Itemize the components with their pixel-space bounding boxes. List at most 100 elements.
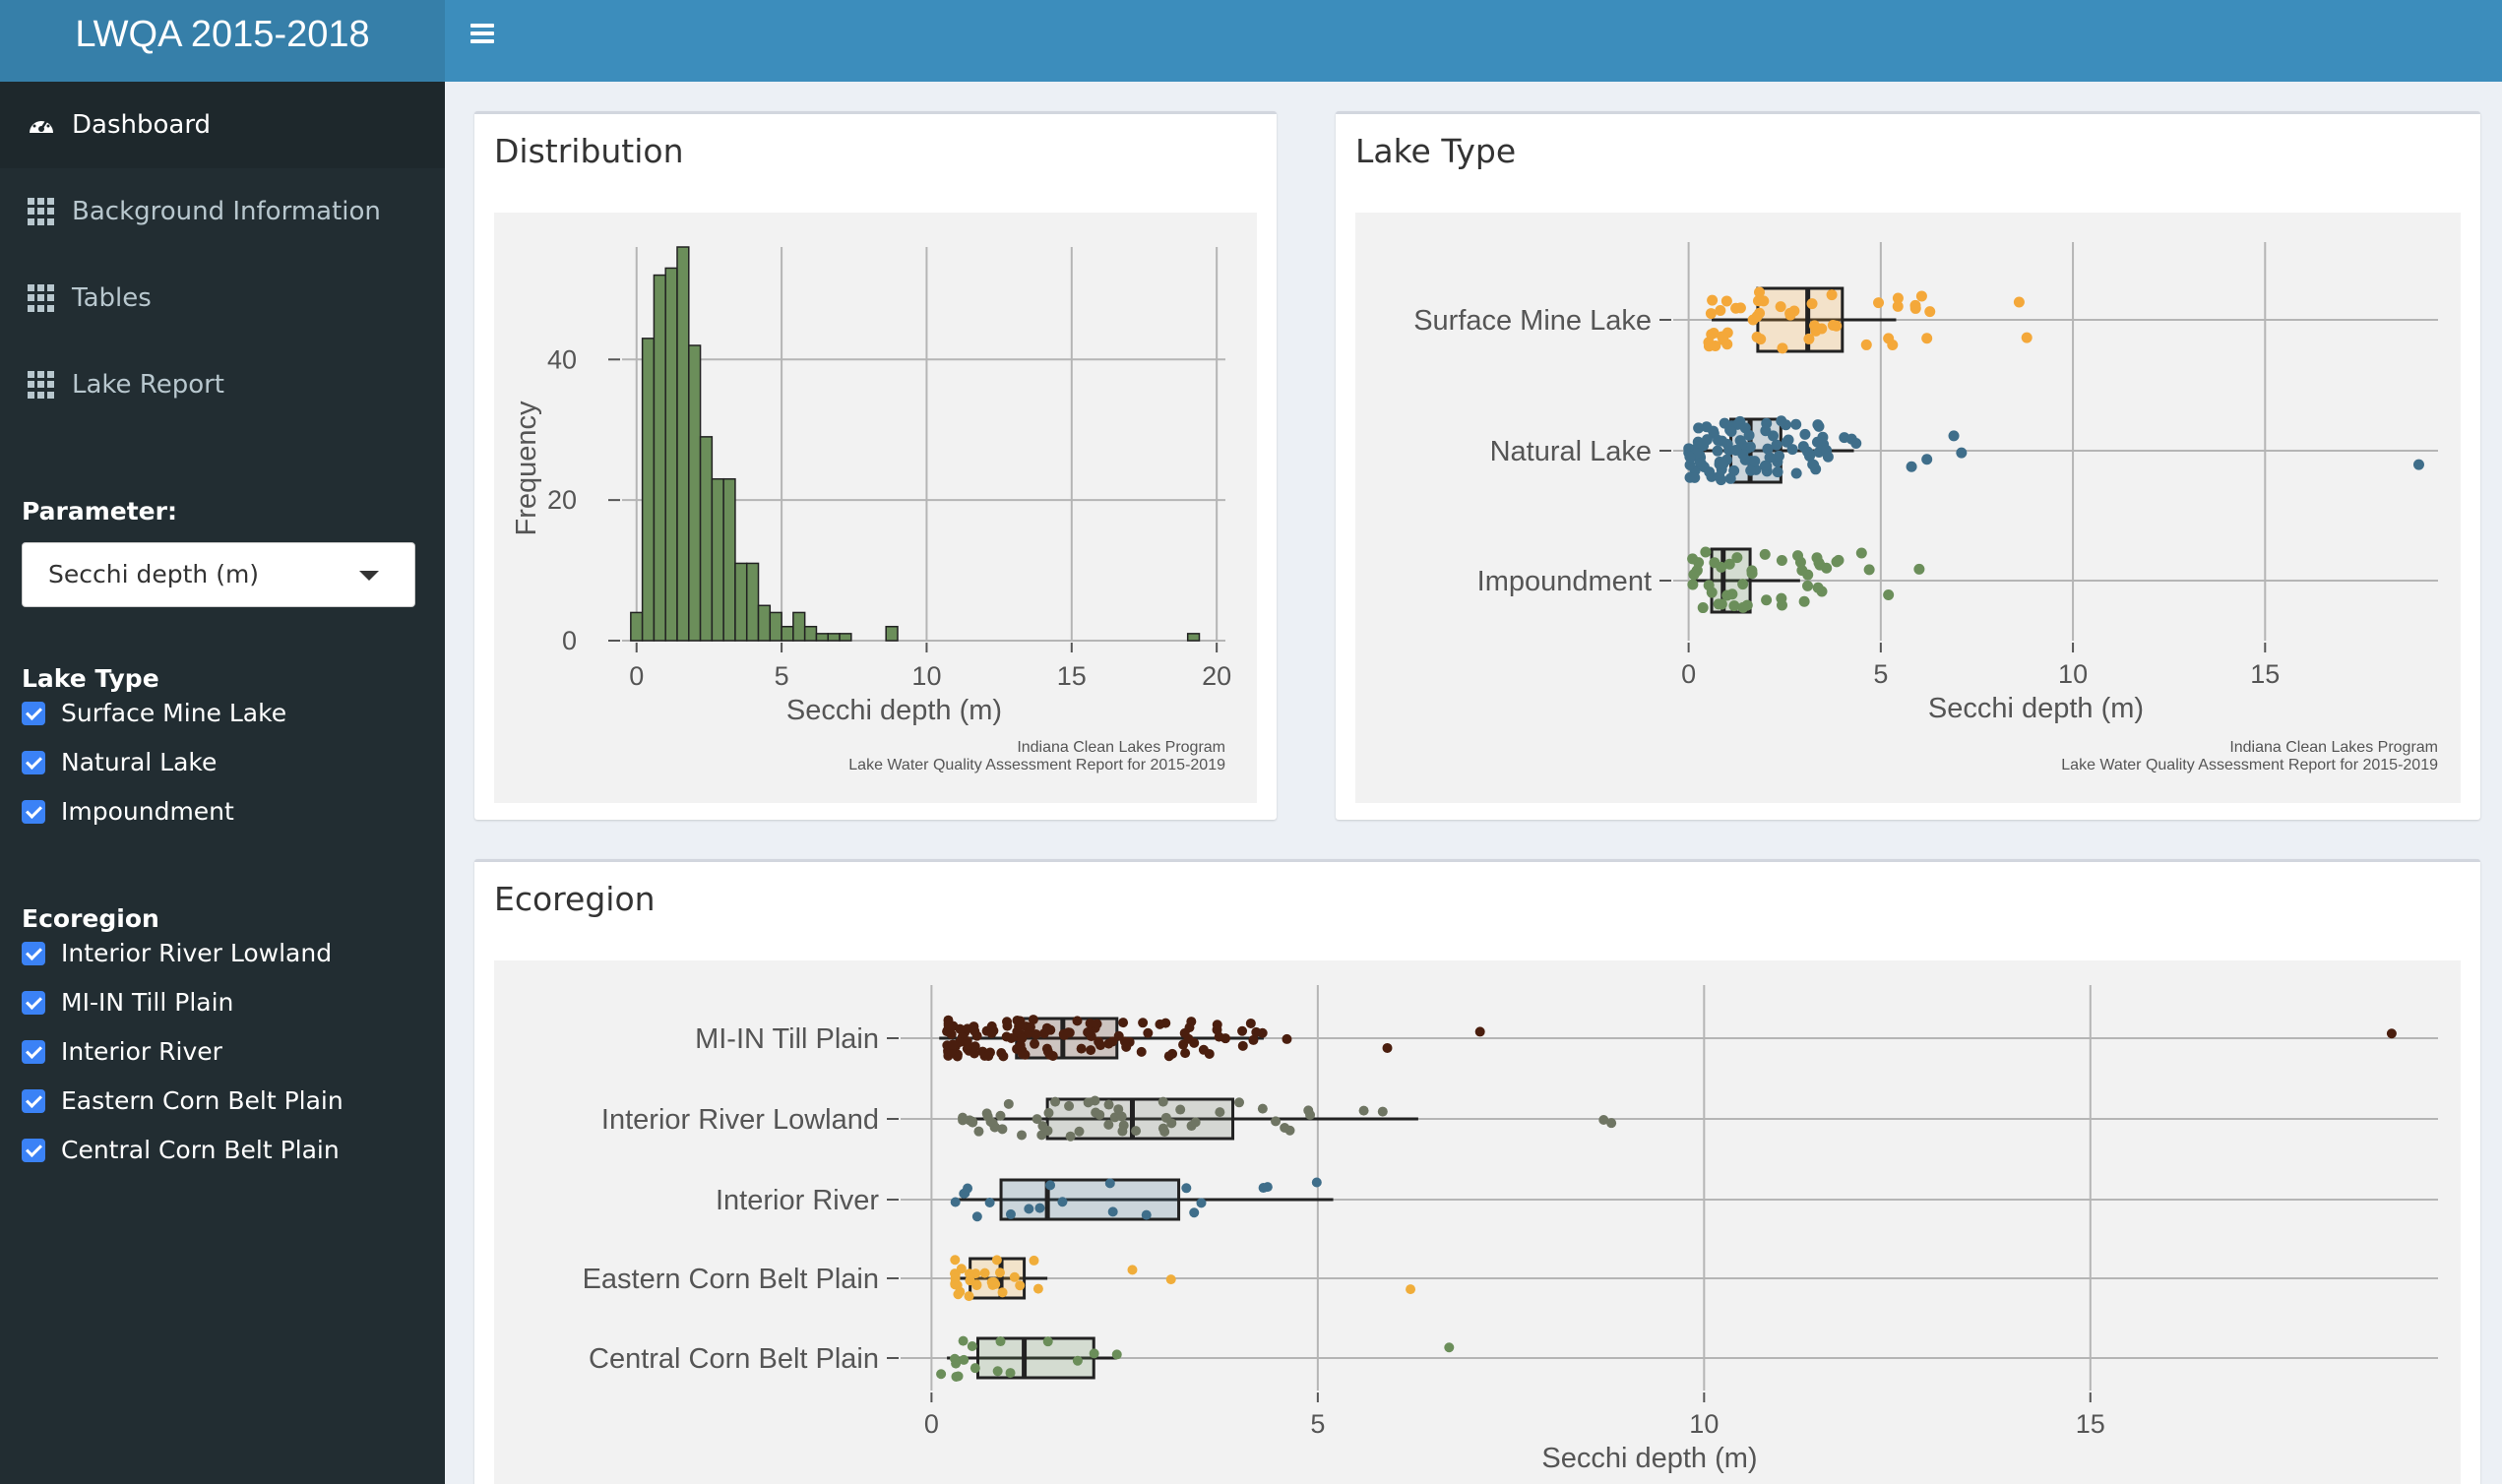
- data-point: [1831, 556, 1843, 568]
- data-point: [1031, 1028, 1041, 1039]
- data-point: [1074, 1126, 1085, 1137]
- data-point: [1258, 1183, 1269, 1194]
- x-tick-label: 5: [775, 661, 789, 691]
- data-point: [1057, 1197, 1068, 1207]
- y-tick-label: 0: [562, 626, 577, 655]
- data-point: [1214, 1031, 1224, 1042]
- data-point: [1072, 1355, 1083, 1366]
- data-point: [969, 1048, 979, 1059]
- checkbox-label: Central Corn Belt Plain: [61, 1136, 340, 1164]
- data-point: [970, 1363, 980, 1374]
- data-point: [1728, 464, 1740, 476]
- histogram-bar: [641, 338, 656, 642]
- checkbox-interior-river-lowland[interactable]: Interior River Lowland: [22, 937, 332, 970]
- data-point: [1002, 1020, 1013, 1031]
- sidebar-item-lake-report[interactable]: Lake Report: [0, 341, 445, 428]
- sidebar: Dashboard Background Information Tables …: [0, 82, 445, 1484]
- checkbox-mi-in-till-plain[interactable]: MI-IN Till Plain: [22, 986, 233, 1020]
- outlier-point: [1921, 454, 1933, 465]
- data-point: [936, 1369, 947, 1380]
- data-point: [1180, 1048, 1191, 1059]
- checkbox-checked-icon[interactable]: [22, 751, 45, 774]
- checkbox-checked-icon[interactable]: [22, 942, 45, 965]
- data-point: [1005, 1208, 1016, 1219]
- checkbox-checked-icon[interactable]: [22, 991, 45, 1015]
- dashboard-icon: [30, 116, 53, 133]
- outlier-point: [2021, 332, 2033, 343]
- outlier-point: [1956, 447, 1968, 459]
- sidebar-item-dashboard[interactable]: Dashboard: [0, 82, 445, 168]
- data-point: [1358, 1105, 1369, 1116]
- x-tick-label: 5: [1310, 1409, 1325, 1439]
- app-title: LWQA 2015-2018: [0, 0, 445, 82]
- checkbox-natural-lake[interactable]: Natural Lake: [22, 746, 217, 779]
- data-point: [1704, 466, 1716, 478]
- data-point: [950, 1197, 961, 1207]
- data-point: [1762, 443, 1774, 455]
- data-point: [968, 1117, 978, 1128]
- data-point: [982, 1111, 993, 1122]
- data-point: [1821, 562, 1833, 574]
- data-point: [1251, 1026, 1262, 1037]
- data-point: [1688, 569, 1700, 581]
- data-point: [1790, 467, 1802, 479]
- outlier-point: [2013, 296, 2025, 308]
- sidebar-item-tables[interactable]: Tables: [0, 255, 445, 341]
- histogram-bar: [711, 477, 724, 642]
- data-point: [1017, 1033, 1028, 1044]
- sidebar-toggle-icon[interactable]: [470, 20, 504, 49]
- y-tick-label: 20: [547, 485, 577, 515]
- checkbox-checked-icon[interactable]: [22, 1089, 45, 1113]
- checkbox-checked-icon[interactable]: [22, 800, 45, 824]
- checkbox-checked-icon[interactable]: [22, 702, 45, 725]
- data-point: [1723, 558, 1735, 570]
- data-point: [1806, 298, 1818, 310]
- data-point: [1721, 438, 1733, 450]
- data-point: [1086, 1045, 1096, 1056]
- caption-line: Lake Water Quality Assessment Report for…: [2061, 757, 2438, 773]
- parameter-label: Parameter:: [22, 497, 177, 526]
- plot-background: [494, 213, 1257, 803]
- x-tick-label: 15: [2250, 659, 2280, 689]
- parameter-select[interactable]: Secchi depth (m): [22, 542, 415, 607]
- data-point: [1065, 1131, 1076, 1142]
- data-point: [1707, 294, 1719, 306]
- data-point: [1737, 579, 1749, 590]
- category-label: Eastern Corn Belt Plain: [583, 1264, 879, 1295]
- histogram-bar: [839, 633, 852, 642]
- category-label: Natural Lake: [1490, 436, 1652, 467]
- sidebar-item-background-information[interactable]: Background Information: [0, 168, 445, 255]
- data-point: [1797, 441, 1809, 453]
- checkbox-impoundment[interactable]: Impoundment: [22, 795, 234, 829]
- data-point: [1775, 301, 1786, 313]
- lake-type-box: Lake Type Surface Mine Lake Natural Lake I…: [1336, 111, 2480, 820]
- x-tick-label: 5: [1873, 659, 1888, 689]
- checkbox-label: Surface Mine Lake: [61, 699, 287, 727]
- data-point: [1117, 1126, 1128, 1137]
- checkbox-central-corn-belt-plain[interactable]: Central Corn Belt Plain: [22, 1134, 340, 1167]
- data-point: [995, 1336, 1006, 1347]
- x-tick-label: 10: [2058, 659, 2088, 689]
- data-point: [1706, 587, 1718, 598]
- data-point: [1092, 1019, 1102, 1029]
- distribution-box: Distribution 0 5 10 15 20 0 20 40 Secchi depth (…: [474, 111, 1277, 820]
- checkbox-surface-mine-lake[interactable]: Surface Mine Lake: [22, 697, 286, 730]
- data-point: [951, 1371, 962, 1382]
- data-point: [1237, 1025, 1248, 1036]
- data-point: [1181, 1183, 1192, 1194]
- outlier-point: [2386, 1028, 2397, 1039]
- data-point: [1777, 342, 1788, 354]
- data-point: [1799, 428, 1811, 440]
- data-point: [953, 1289, 964, 1300]
- data-point: [1712, 445, 1723, 457]
- checkbox-checked-icon[interactable]: [22, 1139, 45, 1162]
- checkbox-interior-river[interactable]: Interior River: [22, 1035, 222, 1069]
- outlier-point: [1474, 1026, 1485, 1037]
- data-point: [1064, 1100, 1075, 1111]
- checkbox-checked-icon[interactable]: [22, 1040, 45, 1064]
- checkbox-eastern-corn-belt-plain[interactable]: Eastern Corn Belt Plain: [22, 1084, 344, 1118]
- data-point: [959, 1354, 970, 1365]
- checkbox-label: Interior River: [61, 1037, 222, 1066]
- x-tick-label: 10: [911, 661, 941, 691]
- outlier-point: [1444, 1342, 1455, 1353]
